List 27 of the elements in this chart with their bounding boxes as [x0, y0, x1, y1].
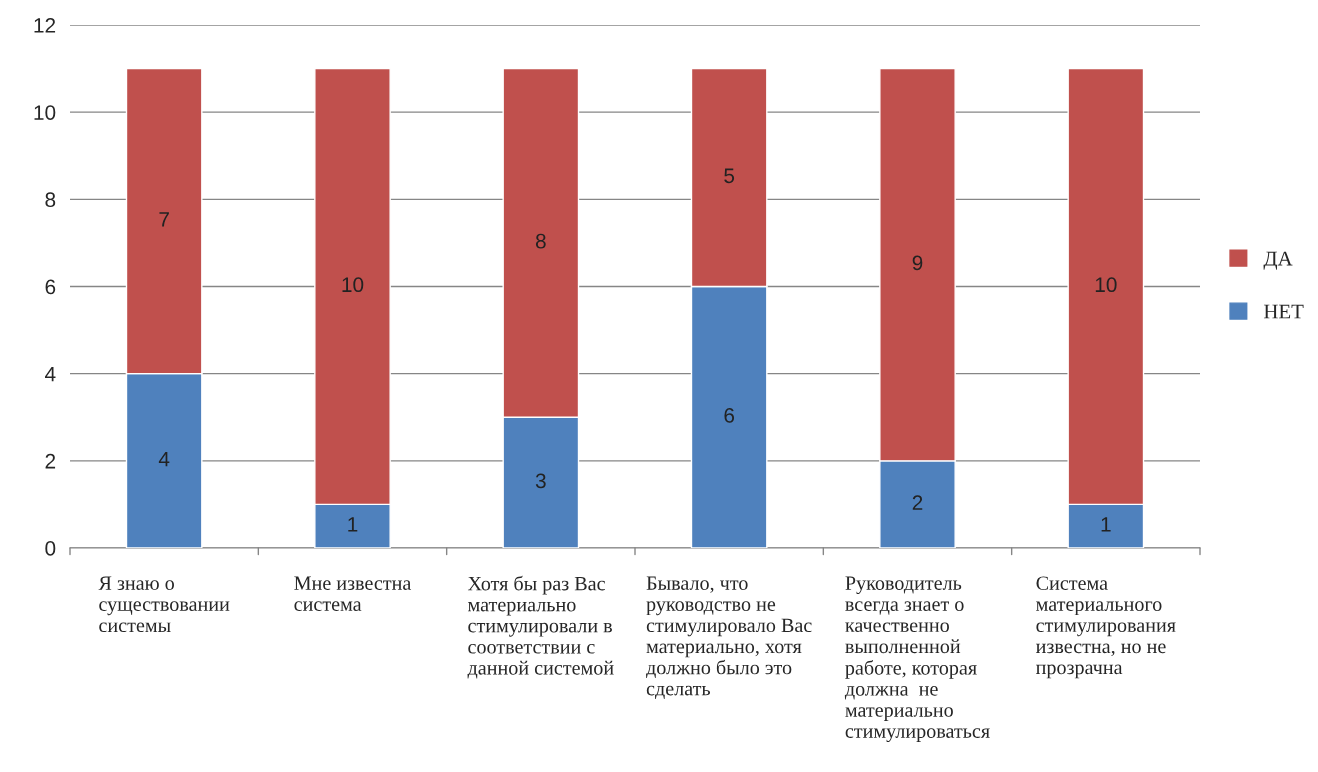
legend-label: НЕТ: [1263, 304, 1304, 319]
y-tick-label: 0: [45, 541, 56, 556]
y-tick-label: 10: [34, 105, 56, 120]
data-label: 2: [912, 495, 923, 510]
data-label: 3: [535, 473, 546, 489]
x-tick-label: Мне известна система: [294, 576, 412, 612]
legend-label: ДА: [1263, 251, 1293, 270]
y-tick-label: 8: [45, 192, 56, 208]
data-label: 6: [724, 408, 735, 423]
data-label: 7: [159, 212, 169, 227]
data-label: 1: [1101, 517, 1111, 532]
x-tick-label: Руководитель всегда знает о качественно выполненной работе, которая должна не материально стимулироваться: [844, 576, 990, 743]
data-label: 8: [535, 233, 546, 249]
x-tick-label: Бывало, что руководство не стимулировало Вас материально, хотя должно было это сделать: [646, 576, 812, 700]
y-tick-label: 6: [45, 279, 56, 295]
x-tick-label: Я знаю о существовании системы: [98, 576, 230, 633]
y-tick-label: 12: [34, 18, 56, 33]
data-label: 10: [1095, 277, 1117, 293]
y-tick-label: 4: [45, 366, 56, 382]
y-tick-label: 2: [45, 453, 56, 469]
x-tick-label: Система материального стимулирования известна, но не прозрачна: [1035, 576, 1176, 679]
data-label: 9: [912, 255, 923, 271]
x-tick-label: Хотя бы раз Вас материально стимулировали в соответствии с данной системой: [467, 575, 614, 679]
data-label: 1: [348, 517, 358, 532]
data-label: 4: [158, 451, 170, 467]
data-label: 5: [724, 168, 735, 184]
data-label: 10: [342, 277, 364, 293]
